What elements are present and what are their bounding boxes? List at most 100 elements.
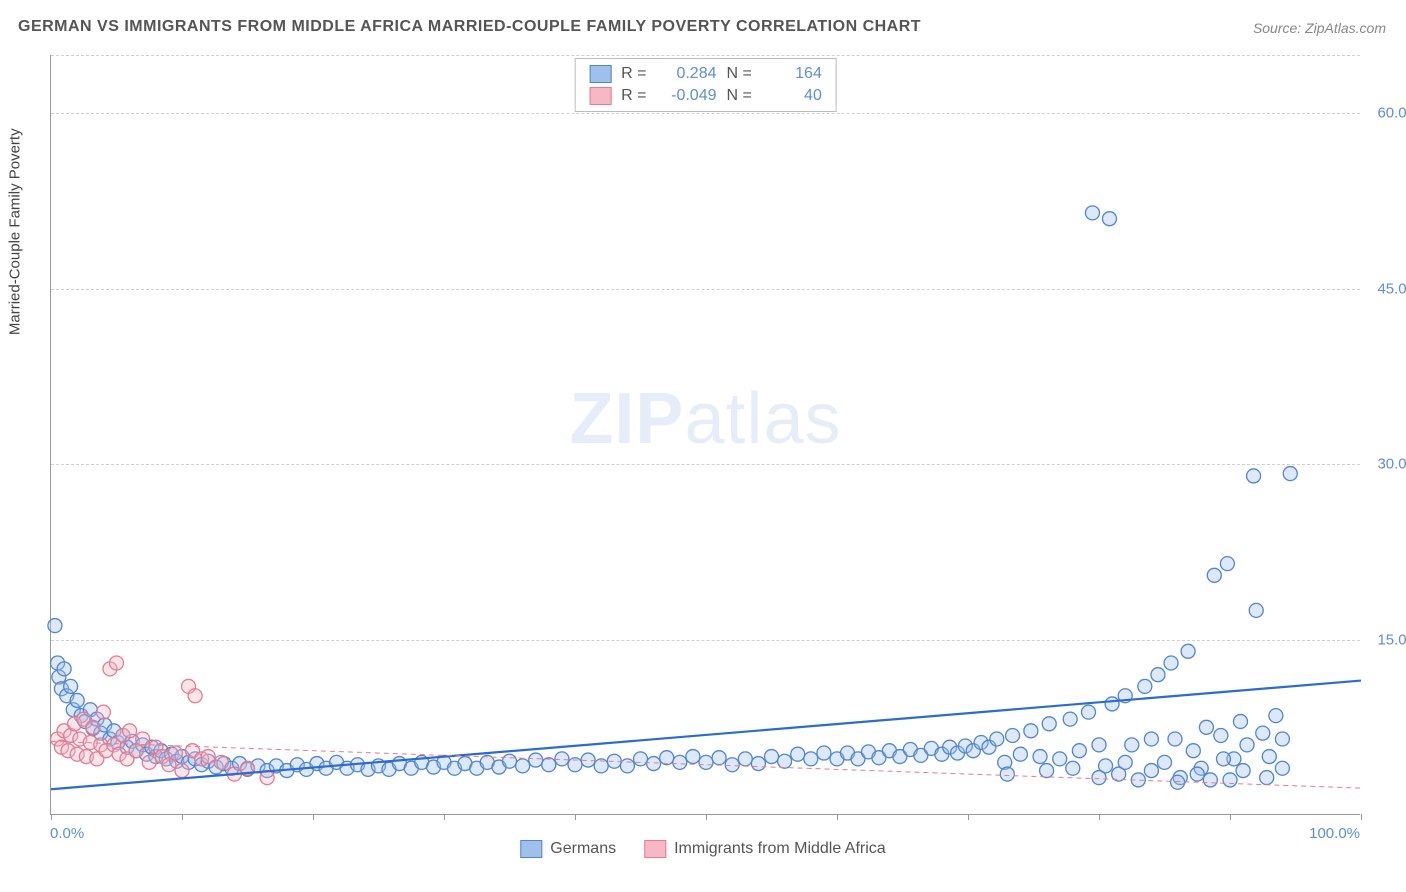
- data-point: [647, 757, 661, 771]
- x-tick: [1361, 814, 1362, 820]
- source-attribution: Source: ZipAtlas.com: [1253, 20, 1386, 36]
- chart-title: GERMAN VS IMMIGRANTS FROM MIDDLE AFRICA …: [18, 18, 921, 36]
- x-tick: [182, 814, 183, 820]
- data-point: [738, 752, 752, 766]
- data-point: [70, 693, 84, 707]
- data-point: [1220, 557, 1234, 571]
- data-point: [660, 751, 674, 765]
- data-point: [168, 746, 182, 760]
- x-tick: [444, 814, 445, 820]
- y-axis-title: Married-Couple Family Poverty: [7, 128, 24, 335]
- data-point: [1223, 773, 1237, 787]
- legend-label-immigrants: Immigrants from Middle Africa: [674, 840, 886, 858]
- data-point: [214, 755, 228, 769]
- data-point: [1066, 761, 1080, 775]
- data-point: [1063, 712, 1077, 726]
- legend-item-germans: Germans: [520, 840, 616, 858]
- legend-item-immigrants: Immigrants from Middle Africa: [644, 840, 886, 858]
- data-point: [1186, 744, 1200, 758]
- data-point: [1262, 750, 1276, 764]
- data-point: [620, 759, 634, 773]
- data-point: [1144, 732, 1158, 746]
- data-point: [1275, 761, 1289, 775]
- data-point: [1138, 679, 1152, 693]
- data-point: [1168, 732, 1182, 746]
- data-point: [1013, 747, 1027, 761]
- data-point: [1269, 709, 1283, 723]
- data-point: [1181, 644, 1195, 658]
- data-point: [1033, 750, 1047, 764]
- data-point: [1024, 724, 1038, 738]
- legend-label-germans: Germans: [550, 840, 616, 858]
- y-tick-label: 60.0%: [1377, 105, 1406, 122]
- data-point: [1151, 668, 1165, 682]
- x-tick: [1099, 814, 1100, 820]
- x-tick: [575, 814, 576, 820]
- data-point: [1190, 767, 1204, 781]
- data-point: [778, 754, 792, 768]
- x-axis-min-label: 0.0%: [50, 825, 84, 842]
- data-point: [699, 755, 713, 769]
- swatch-immigrants-icon: [644, 840, 666, 858]
- data-point: [1102, 212, 1116, 226]
- data-point: [1203, 773, 1217, 787]
- data-point: [725, 758, 739, 772]
- data-point: [1233, 714, 1247, 728]
- data-point: [1000, 767, 1014, 781]
- data-point: [1125, 738, 1139, 752]
- data-point: [673, 755, 687, 769]
- data-point: [712, 751, 726, 765]
- data-point: [1092, 771, 1106, 785]
- data-point: [1171, 775, 1185, 789]
- data-point: [1283, 467, 1297, 481]
- data-point: [1144, 764, 1158, 778]
- data-point: [751, 757, 765, 771]
- gridline: [51, 289, 1360, 290]
- x-tick: [968, 814, 969, 820]
- data-point: [804, 752, 818, 766]
- data-point: [1006, 728, 1020, 742]
- data-point: [1260, 771, 1274, 785]
- swatch-germans-icon: [520, 840, 542, 858]
- data-point: [64, 679, 78, 693]
- data-point: [1199, 720, 1213, 734]
- data-point: [1118, 755, 1132, 769]
- data-point: [1216, 752, 1230, 766]
- data-point: [1085, 206, 1099, 220]
- data-point: [201, 750, 215, 764]
- data-point: [48, 619, 62, 633]
- data-point: [1240, 738, 1254, 752]
- plot-area: ZIPatlas R = 0.284 N = 164 R = -0.049 N …: [50, 55, 1360, 815]
- x-tick: [1230, 814, 1231, 820]
- data-point: [175, 764, 189, 778]
- gridline: [51, 640, 1360, 641]
- data-point: [1040, 764, 1054, 778]
- gridline: [51, 464, 1360, 465]
- data-point: [1105, 697, 1119, 711]
- data-point: [1275, 732, 1289, 746]
- data-point: [1092, 738, 1106, 752]
- data-point: [1164, 656, 1178, 670]
- gridline: [51, 113, 1360, 114]
- data-point: [86, 720, 100, 734]
- gridline: [51, 55, 1360, 56]
- x-tick: [51, 814, 52, 820]
- data-point: [990, 732, 1004, 746]
- bottom-legend: Germans Immigrants from Middle Africa: [520, 840, 885, 858]
- x-tick: [837, 814, 838, 820]
- data-point: [634, 752, 648, 766]
- data-point: [1207, 568, 1221, 582]
- x-tick: [313, 814, 314, 820]
- data-point: [503, 754, 517, 768]
- data-point: [1214, 728, 1228, 742]
- data-point: [142, 755, 156, 769]
- y-tick-label: 45.0%: [1377, 280, 1406, 297]
- data-point: [110, 656, 124, 670]
- data-point: [1236, 764, 1250, 778]
- data-point: [791, 747, 805, 761]
- x-axis-max-label: 100.0%: [1309, 825, 1360, 842]
- data-point: [96, 705, 110, 719]
- data-point: [817, 746, 831, 760]
- data-point: [1158, 755, 1172, 769]
- data-point: [1247, 469, 1261, 483]
